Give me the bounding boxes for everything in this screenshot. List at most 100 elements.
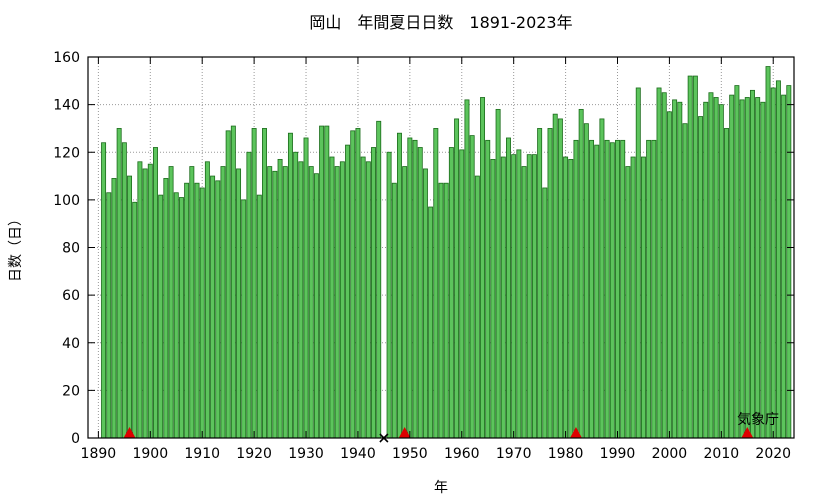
bar	[178, 197, 184, 439]
x-tick-label: 1910	[184, 446, 220, 462]
bar	[531, 154, 537, 439]
missing-data-marker	[123, 427, 136, 438]
bar	[345, 144, 351, 439]
bar	[376, 120, 382, 439]
bar	[651, 139, 657, 439]
y-tick-label: 100	[53, 193, 80, 209]
x-tick-label: 2000	[652, 446, 688, 462]
bar	[215, 180, 221, 439]
bar	[137, 161, 143, 439]
bar	[256, 194, 262, 439]
bar	[729, 94, 735, 439]
bar	[635, 87, 641, 439]
bar	[765, 66, 771, 439]
bar	[142, 168, 148, 439]
bar	[552, 113, 558, 439]
bar	[542, 187, 548, 439]
bar	[464, 99, 470, 439]
bar	[287, 132, 293, 439]
x-tick-label: 1970	[496, 446, 532, 462]
bar	[672, 99, 678, 439]
bar	[443, 182, 449, 439]
x-tick-label: 1900	[132, 446, 168, 462]
bar	[241, 199, 247, 439]
x-tick-label: 1930	[288, 446, 324, 462]
bar	[339, 161, 345, 439]
bar	[199, 187, 205, 439]
bar	[744, 97, 750, 439]
bar	[708, 92, 714, 439]
bar	[620, 139, 626, 439]
y-tick-label: 80	[62, 241, 80, 257]
bar	[604, 139, 610, 439]
bar	[422, 168, 428, 439]
bar	[703, 101, 709, 439]
bar	[236, 168, 242, 439]
x-tick-label: 1920	[236, 446, 272, 462]
bar	[210, 175, 216, 439]
bar	[433, 128, 439, 439]
bar	[615, 139, 620, 439]
bar	[677, 101, 683, 439]
bar	[127, 175, 133, 439]
missing-data-marker	[398, 427, 411, 438]
bar	[734, 85, 740, 439]
bar	[656, 87, 662, 439]
bar	[313, 173, 319, 439]
bar	[329, 156, 335, 439]
x-tick-label: 1980	[548, 446, 584, 462]
y-tick-label: 0	[71, 431, 80, 447]
bar	[594, 144, 600, 439]
bar	[537, 128, 543, 439]
bar	[407, 137, 413, 439]
bar	[646, 139, 652, 439]
y-tick-label: 120	[53, 145, 80, 161]
bar	[324, 125, 330, 439]
bar	[661, 92, 667, 439]
bar	[308, 166, 314, 439]
bar	[485, 139, 491, 439]
y-tick-label: 40	[62, 336, 80, 352]
bar	[391, 182, 397, 439]
bar	[272, 170, 278, 439]
y-tick-label: 160	[53, 50, 80, 66]
bar	[153, 147, 158, 439]
bar	[516, 149, 522, 439]
y-tick-label: 20	[62, 383, 80, 399]
bar	[334, 166, 340, 439]
x-axis: 1890 1900 1910 1920 1930 1940 1950 1960 1970 1980…	[81, 57, 791, 462]
bar	[173, 192, 179, 439]
x-tick-label: 1950	[392, 446, 428, 462]
bar	[749, 89, 755, 439]
bar	[640, 156, 646, 439]
bar	[189, 166, 195, 439]
bar	[490, 158, 496, 439]
x-tick-label: 1940	[340, 446, 376, 462]
bar	[760, 101, 766, 439]
bar	[360, 156, 366, 439]
bar	[609, 142, 615, 439]
x-tick-label: 1960	[444, 446, 480, 462]
bar	[687, 75, 693, 439]
bar	[184, 182, 190, 439]
bar	[428, 206, 434, 439]
missing-data-marker	[569, 427, 582, 438]
bar	[350, 130, 356, 439]
chart-title: 岡山 年間夏日日数 1891-2023年	[309, 13, 572, 32]
bar	[625, 166, 631, 439]
bars	[101, 66, 792, 439]
bar	[770, 87, 776, 439]
x-tick-label: 2020	[755, 446, 791, 462]
bar	[563, 156, 569, 439]
bar	[417, 147, 423, 439]
bar	[298, 161, 304, 439]
bar	[630, 156, 636, 439]
bar	[589, 139, 595, 439]
bar	[506, 137, 511, 439]
bar	[225, 130, 231, 439]
bar	[755, 97, 761, 439]
bar	[267, 166, 273, 439]
markers	[123, 427, 754, 443]
bar	[786, 85, 792, 439]
